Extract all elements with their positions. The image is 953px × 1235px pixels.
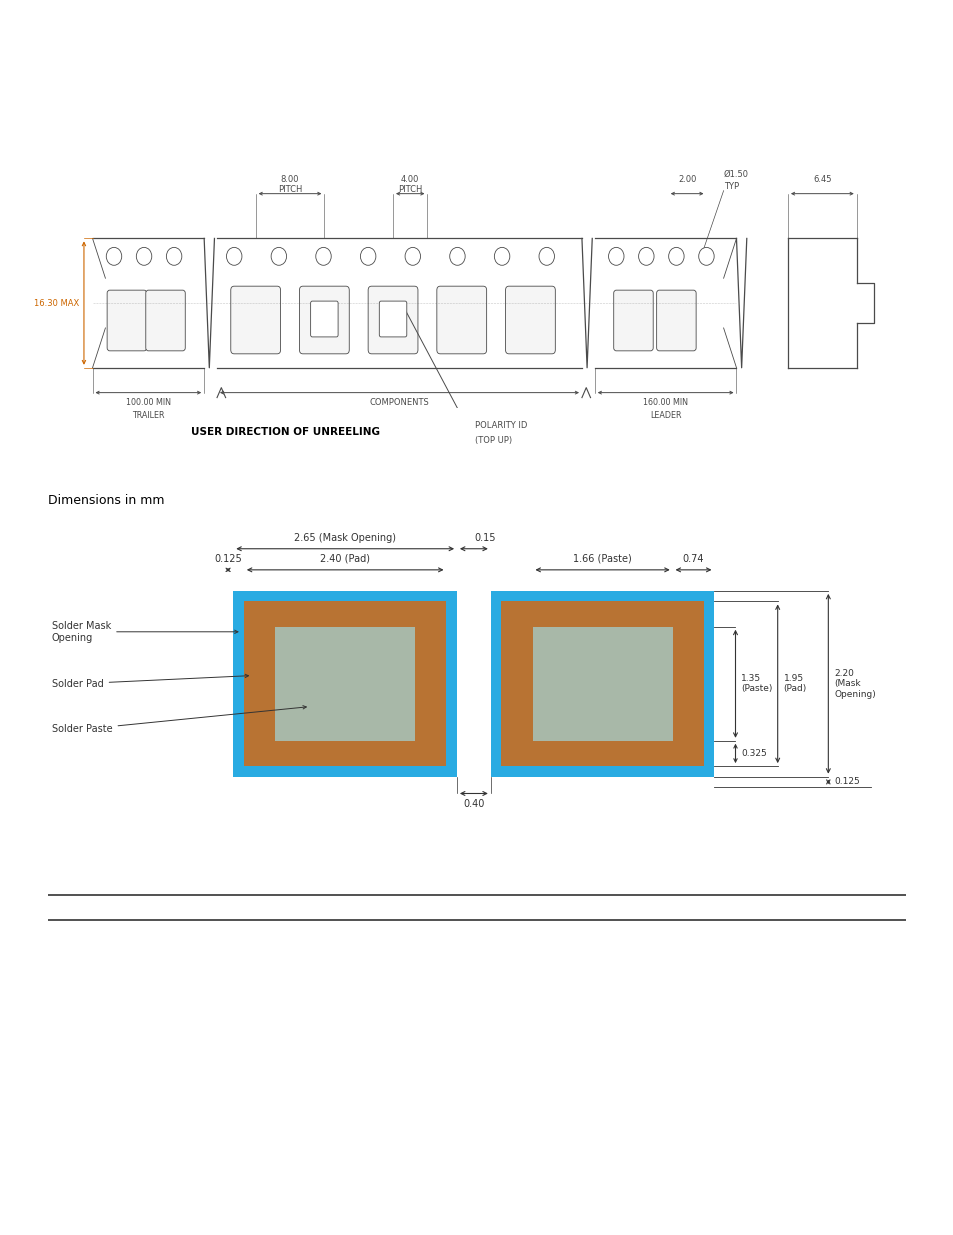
Text: COMPONENTS: COMPONENTS — [369, 398, 429, 406]
Text: 2.00: 2.00 — [678, 174, 696, 184]
Text: 1.66 (Paste): 1.66 (Paste) — [573, 555, 631, 564]
FancyBboxPatch shape — [107, 290, 147, 351]
Circle shape — [315, 247, 331, 266]
Circle shape — [638, 247, 654, 266]
Text: 4.00: 4.00 — [400, 174, 419, 184]
Bar — [532, 627, 672, 741]
FancyBboxPatch shape — [146, 290, 185, 351]
Text: 2.65 (Mask Opening): 2.65 (Mask Opening) — [294, 532, 395, 543]
Bar — [500, 601, 703, 766]
FancyBboxPatch shape — [613, 290, 653, 351]
Text: Solder Mask
Opening: Solder Mask Opening — [51, 621, 237, 642]
Circle shape — [166, 247, 182, 266]
FancyBboxPatch shape — [505, 287, 555, 353]
Text: 1.35
(Paste): 1.35 (Paste) — [740, 674, 772, 694]
Text: 0.125: 0.125 — [833, 777, 859, 787]
Circle shape — [668, 247, 683, 266]
Text: 160.00 MIN: 160.00 MIN — [642, 398, 687, 406]
Bar — [233, 590, 456, 777]
Circle shape — [106, 247, 122, 266]
Circle shape — [698, 247, 714, 266]
Circle shape — [494, 247, 509, 266]
Text: 0.15: 0.15 — [474, 532, 495, 543]
Text: 16.30 MAX: 16.30 MAX — [34, 299, 79, 308]
Bar — [490, 590, 714, 777]
Text: Solder Paste: Solder Paste — [51, 705, 306, 735]
Text: PITCH: PITCH — [277, 185, 302, 194]
FancyBboxPatch shape — [379, 301, 406, 337]
Circle shape — [136, 247, 152, 266]
Text: PITCH: PITCH — [397, 185, 422, 194]
Text: POLARITY ID: POLARITY ID — [474, 421, 526, 430]
Text: 2.20
(Mask
Opening): 2.20 (Mask Opening) — [833, 669, 875, 699]
FancyBboxPatch shape — [299, 287, 349, 353]
Text: 8.00: 8.00 — [280, 174, 299, 184]
Text: TRAILER: TRAILER — [132, 410, 165, 420]
FancyBboxPatch shape — [656, 290, 696, 351]
Text: 0.74: 0.74 — [682, 555, 703, 564]
Circle shape — [608, 247, 623, 266]
Circle shape — [538, 247, 554, 266]
Text: 2.40 (Pad): 2.40 (Pad) — [320, 555, 370, 564]
Text: 0.325: 0.325 — [740, 748, 766, 758]
FancyBboxPatch shape — [311, 301, 337, 337]
Text: 0.125: 0.125 — [214, 555, 242, 564]
Text: Solder Pad: Solder Pad — [51, 674, 248, 689]
Text: Ø1.50: Ø1.50 — [722, 169, 748, 179]
FancyBboxPatch shape — [231, 287, 280, 353]
Text: Dimensions in mm: Dimensions in mm — [48, 494, 164, 506]
FancyBboxPatch shape — [368, 287, 417, 353]
Bar — [244, 601, 446, 766]
Text: (TOP UP): (TOP UP) — [474, 436, 511, 445]
Text: 1.95
(Pad): 1.95 (Pad) — [782, 674, 806, 694]
Circle shape — [271, 247, 286, 266]
Text: TYP: TYP — [722, 182, 738, 190]
Circle shape — [226, 247, 242, 266]
Circle shape — [405, 247, 420, 266]
Text: 100.00 MIN: 100.00 MIN — [126, 398, 171, 406]
Text: 0.40: 0.40 — [463, 799, 484, 809]
FancyBboxPatch shape — [436, 287, 486, 353]
Circle shape — [449, 247, 465, 266]
Bar — [274, 627, 415, 741]
Text: LEADER: LEADER — [649, 410, 680, 420]
Text: USER DIRECTION OF UNREELING: USER DIRECTION OF UNREELING — [191, 427, 379, 437]
Text: 6.45: 6.45 — [812, 174, 831, 184]
Circle shape — [360, 247, 375, 266]
